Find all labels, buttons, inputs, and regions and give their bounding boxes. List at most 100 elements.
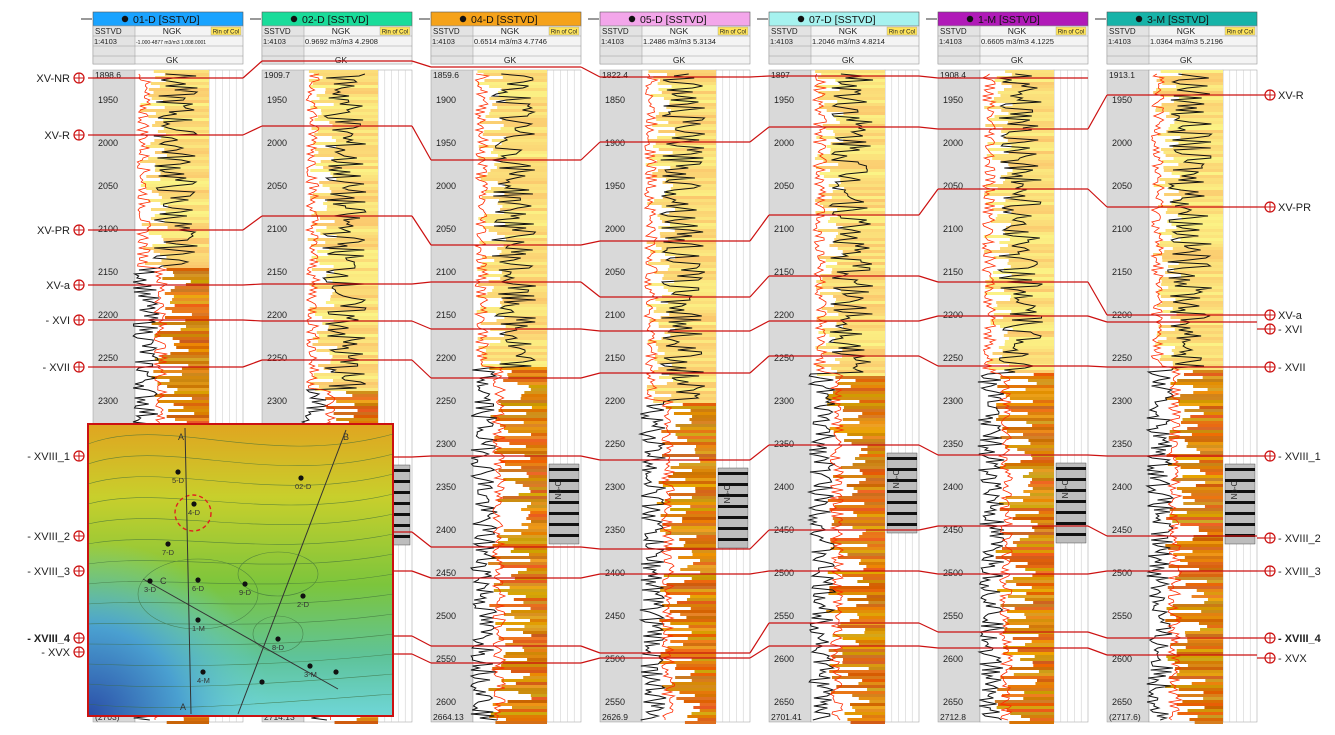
- map-well-label: 4-M: [197, 676, 210, 685]
- ngk-fill-band: [1177, 487, 1223, 490]
- ngk-fill-band: [828, 649, 885, 652]
- map-well-icon[interactable]: [200, 669, 206, 675]
- ngk-fill-band: [1020, 658, 1054, 661]
- marker-connector: [918, 315, 939, 322]
- map-well-icon[interactable]: [195, 617, 201, 623]
- ngk-fill-band: [833, 430, 885, 433]
- ngk-fill-band: [999, 502, 1054, 505]
- ngk-fill-band: [1183, 502, 1223, 505]
- marker-connector: [242, 215, 263, 231]
- ngk-fill-band: [1007, 172, 1054, 175]
- ngk-fill-band: [150, 142, 209, 145]
- map-well-icon[interactable]: [175, 469, 181, 475]
- ngk-fill-band: [500, 277, 547, 280]
- ngk-fill-band: [1191, 493, 1223, 496]
- ngk-fill-band: [170, 352, 209, 355]
- ngk-fill-band: [1023, 697, 1054, 700]
- map-well-icon[interactable]: [307, 663, 313, 669]
- map-well-icon[interactable]: [195, 577, 201, 583]
- ngk-fill-band: [661, 685, 716, 688]
- ngk-fill-band: [179, 340, 209, 343]
- map-well-icon[interactable]: [165, 541, 171, 547]
- ngk-fill-band: [1030, 442, 1054, 445]
- map-well-icon[interactable]: [298, 475, 304, 481]
- ngk-fill-band: [494, 451, 547, 454]
- ngk-fill-band: [859, 421, 885, 424]
- depth-tick-label: 2150: [605, 353, 625, 363]
- map-well-icon[interactable]: [275, 636, 281, 642]
- ngk-fill-band: [1009, 397, 1054, 400]
- ngk-fill-band: [829, 217, 885, 220]
- ngk-fill-band: [332, 292, 378, 295]
- ngk-fill-band: [670, 223, 716, 226]
- depth-track: [937, 69, 981, 723]
- ngk-fill-band: [498, 709, 547, 712]
- ngk-fill-band: [694, 448, 716, 451]
- base-depth-label: 2664.13: [433, 712, 464, 722]
- ngk-fill-band: [686, 598, 716, 601]
- ngk-fill-band: [477, 295, 547, 298]
- ngk-fill-band: [665, 688, 716, 691]
- ngk-fill-band: [194, 412, 209, 415]
- marker-label-right-group: XV-PR: [1257, 201, 1311, 214]
- ngk-fill-band: [478, 346, 547, 349]
- ngk-fill-band: [500, 580, 547, 583]
- ngk-fill-band: [1002, 427, 1054, 430]
- ngk-fill-band: [655, 343, 716, 346]
- ngk-fill-band: [1198, 622, 1223, 625]
- facies-track-label: Rin of Col: [382, 30, 408, 36]
- ngk-fill-band: [989, 277, 1054, 280]
- ngk-fill-band: [1200, 451, 1223, 454]
- ngk-fill-band: [817, 97, 885, 100]
- map-well-icon[interactable]: [147, 578, 153, 584]
- ngk-fill-band: [994, 700, 1054, 703]
- ngk-fill-band: [316, 349, 378, 352]
- ngk-fill-band: [659, 619, 716, 622]
- map-well-icon[interactable]: [259, 679, 265, 685]
- ngk-fill-band: [665, 592, 716, 595]
- ngk-fill-band: [849, 619, 885, 622]
- ngk-fill-band: [327, 205, 378, 208]
- ngk-fill-band: [858, 682, 885, 685]
- ngk-fill-band: [699, 457, 716, 460]
- ngk-fill-band: [479, 241, 547, 244]
- map-well-icon[interactable]: [191, 501, 197, 507]
- ngk-fill-band: [817, 154, 885, 157]
- ngk-fill-band: [1031, 640, 1054, 643]
- ngk-fill-band: [1005, 496, 1054, 499]
- depth-track-label: SSTVD: [264, 27, 291, 36]
- ngk-fill-band: [530, 607, 547, 610]
- depth-tick-label: 1850: [605, 95, 625, 105]
- ngk-fill-band: [825, 259, 885, 262]
- ngk-fill-band: [336, 235, 378, 238]
- ngk-fill-band: [163, 265, 209, 268]
- ngk-fill-band: [523, 676, 547, 679]
- ngk-fill-band: [325, 91, 378, 94]
- ngk-fill-band: [1019, 538, 1054, 541]
- ngk-fill-band: [530, 457, 547, 460]
- well-marker-icon: [1135, 15, 1143, 23]
- map-well-icon[interactable]: [300, 593, 306, 599]
- ngk-fill-band: [665, 532, 716, 535]
- ngk-fill-band: [862, 412, 885, 415]
- map-well-icon[interactable]: [242, 581, 248, 587]
- ngk-fill-band: [509, 586, 547, 589]
- marker-label-left: - XVIII_4: [27, 633, 71, 645]
- depth-track-header: [1106, 25, 1150, 65]
- ngk-fill-band: [140, 109, 209, 112]
- ngk-fill-band: [646, 241, 716, 244]
- ngk-fill-band: [670, 640, 716, 643]
- ngk-fill-band: [869, 583, 885, 586]
- map-well-icon[interactable]: [333, 669, 339, 675]
- ngk-fill-band: [680, 427, 716, 430]
- ngk-fill-band: [848, 673, 885, 676]
- ngk-fill-band: [700, 571, 716, 574]
- ngk-fill-band: [482, 133, 547, 136]
- ngk-fill-band: [1011, 145, 1054, 148]
- ngk-fill-band: [1175, 577, 1223, 580]
- depth-tick-label: 2500: [774, 568, 794, 578]
- marker-connector: [918, 645, 939, 649]
- marker-connector: [918, 570, 939, 575]
